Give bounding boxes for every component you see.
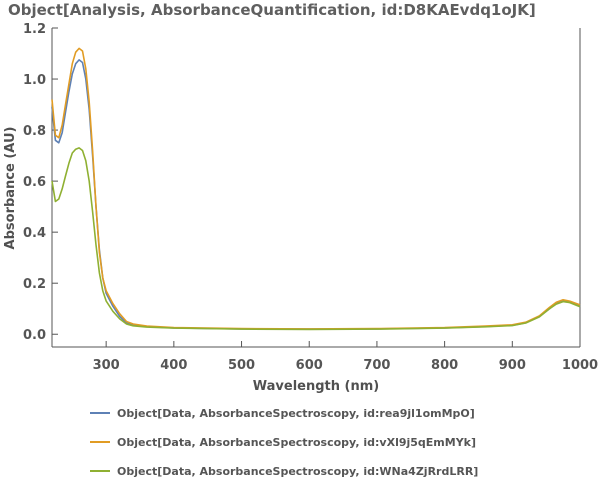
- x-tick-label: 300: [93, 358, 120, 373]
- y-axis-label: Absorbance (AU): [3, 127, 18, 250]
- series-lines: [51, 47, 581, 331]
- legend-label-3: Object[Data, AbsorbanceSpectroscopy, id:…: [117, 465, 478, 478]
- x-tick-label: 900: [499, 358, 526, 373]
- x-tick-label: 1000: [562, 358, 598, 373]
- axis-ticks: 300 400 500 600 700 800 900 1000 0.0 0.2 0.4 0.6 0.8…: [23, 22, 598, 373]
- series-line-2: [51, 47, 581, 330]
- y-tick-label: 0.6: [23, 175, 46, 190]
- legend: Object[Data, AbsorbanceSpectroscopy, id:…: [90, 407, 478, 478]
- x-tick-label: 400: [160, 358, 187, 373]
- series-line-3: [51, 147, 581, 331]
- y-tick-label: 1.2: [23, 22, 46, 37]
- x-tick-label: 500: [228, 358, 255, 373]
- y-tick-label: 0.8: [23, 124, 46, 139]
- plot-frame: [51, 28, 581, 348]
- x-tick-label: 700: [363, 358, 390, 373]
- series-line-1: [51, 59, 581, 330]
- x-axis-label: Wavelength (nm): [253, 379, 379, 394]
- y-tick-label: 1.0: [23, 73, 46, 88]
- chart-title: Object[Analysis, AbsorbanceQuantificatio…: [8, 1, 536, 19]
- legend-label-1: Object[Data, AbsorbanceSpectroscopy, id:…: [117, 407, 475, 420]
- y-tick-label: 0.2: [23, 277, 46, 292]
- x-tick-label: 800: [431, 358, 458, 373]
- y-tick-label: 0.4: [23, 226, 46, 241]
- x-tick-label: 600: [296, 358, 323, 373]
- legend-label-2: Object[Data, AbsorbanceSpectroscopy, id:…: [117, 436, 476, 449]
- y-tick-label: 0.0: [23, 328, 46, 343]
